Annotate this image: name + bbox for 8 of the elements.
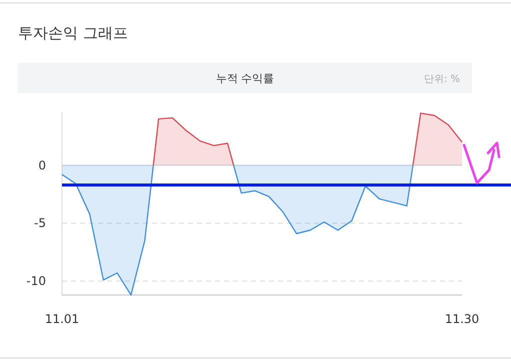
y-tick-label: 0 <box>38 158 46 172</box>
y-tick-label: -10 <box>26 274 46 288</box>
x-tick-label: 11.01 <box>44 312 80 326</box>
chart-title: 투자손익 그래프 <box>18 24 128 42</box>
x-tick-label: 11.30 <box>444 312 480 326</box>
y-tick-label: -5 <box>34 216 46 230</box>
chart-subtitle: 누적 수익률 <box>216 72 274 85</box>
text: 단위: % <box>424 74 460 85</box>
